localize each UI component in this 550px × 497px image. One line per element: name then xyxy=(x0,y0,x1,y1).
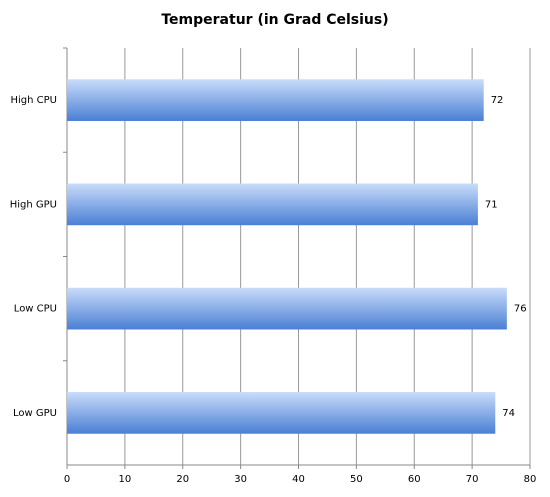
bar xyxy=(67,287,507,330)
chart-title: Temperatur (in Grad Celsius) xyxy=(161,12,388,28)
x-tick-label: 80 xyxy=(524,474,537,485)
y-tick-label: High CPU xyxy=(11,95,58,106)
bar xyxy=(67,79,484,121)
x-tick-label: 20 xyxy=(176,474,189,485)
x-tick-label: 0 xyxy=(64,474,70,485)
x-tick-label: 60 xyxy=(408,474,421,485)
y-tick-label: Low GPU xyxy=(13,408,57,419)
x-tick-label: 70 xyxy=(466,474,479,485)
bar xyxy=(67,392,496,434)
value-label: 72 xyxy=(491,95,504,106)
value-label: 76 xyxy=(514,304,527,315)
x-tick-label: 30 xyxy=(234,474,247,485)
bar xyxy=(67,183,478,226)
x-tick-label: 50 xyxy=(350,474,363,485)
value-label: 74 xyxy=(502,408,515,419)
x-tick-label: 10 xyxy=(119,474,132,485)
value-label: 71 xyxy=(485,199,498,210)
y-tick-label: High GPU xyxy=(10,199,57,210)
x-tick-label: 40 xyxy=(292,474,305,485)
y-tick-label: Low CPU xyxy=(14,304,57,315)
